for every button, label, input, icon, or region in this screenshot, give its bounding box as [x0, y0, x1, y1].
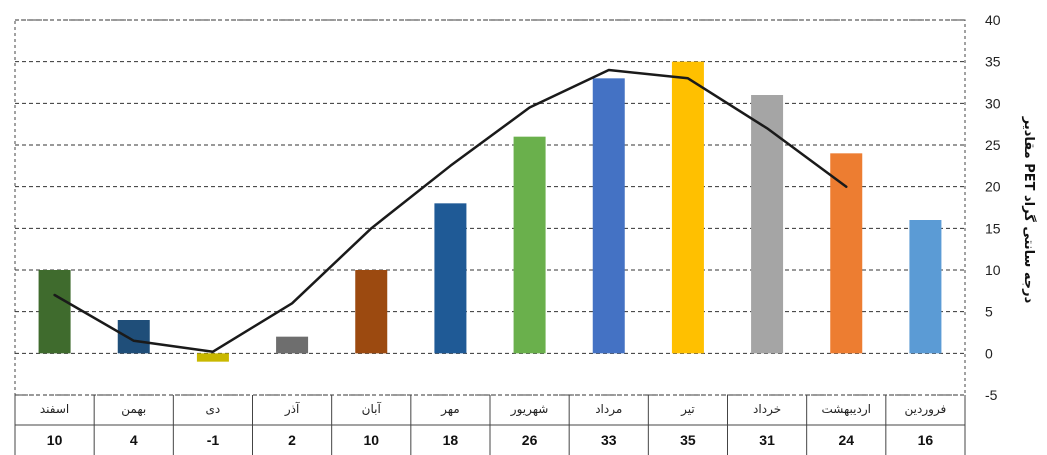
data-label: 2	[288, 432, 296, 448]
bar	[38, 270, 71, 354]
category-label: بهمن	[121, 402, 146, 417]
category-label: شهریور	[510, 402, 549, 417]
category-label: تیر	[680, 402, 695, 417]
y-tick-label: 30	[985, 95, 1001, 111]
y-tick-label: 25	[985, 137, 1001, 153]
y-tick-label: -5	[985, 387, 998, 403]
category-label: مهر	[440, 402, 460, 417]
data-label: -1	[207, 432, 220, 448]
y-tick-label: 5	[985, 304, 993, 320]
bar	[592, 78, 625, 354]
category-label: دی	[206, 402, 221, 416]
bar	[671, 61, 704, 354]
data-label: 18	[443, 432, 459, 448]
category-label: آبان	[362, 401, 382, 416]
bar	[196, 353, 229, 362]
bar	[355, 270, 388, 354]
y-axis-label: مقادیر PET درجه سانتی گراد	[1021, 116, 1037, 304]
category-label: مرداد	[595, 402, 622, 417]
data-label: 26	[522, 432, 538, 448]
bar	[830, 153, 863, 354]
y-tick-label: 10	[985, 262, 1001, 278]
bar	[909, 220, 942, 354]
data-label: 16	[918, 432, 934, 448]
category-label: فروردین	[905, 402, 947, 417]
category-label: اردیبهشت	[822, 402, 871, 417]
y-tick-label: 40	[985, 12, 1001, 28]
bar	[276, 336, 309, 354]
category-label: آذر	[284, 401, 300, 417]
bar	[434, 203, 467, 354]
bar	[117, 320, 150, 354]
y-tick-label: 35	[985, 54, 1001, 70]
trend-line	[53, 68, 848, 353]
data-label: 31	[759, 432, 775, 448]
data-label: 10	[363, 432, 379, 448]
data-label: 24	[838, 432, 854, 448]
data-label: 35	[680, 432, 696, 448]
data-label: 33	[601, 432, 617, 448]
category-label: خرداد	[753, 402, 781, 417]
data-label: 10	[47, 432, 63, 448]
y-tick-label: 0	[985, 345, 993, 361]
bar	[513, 136, 546, 354]
data-label: 4	[130, 432, 138, 448]
category-label: اسفند	[40, 402, 69, 416]
y-tick-label: 15	[985, 220, 1001, 236]
y-tick-label: 20	[985, 179, 1001, 195]
plot-border	[14, 19, 966, 396]
bar	[751, 95, 784, 354]
